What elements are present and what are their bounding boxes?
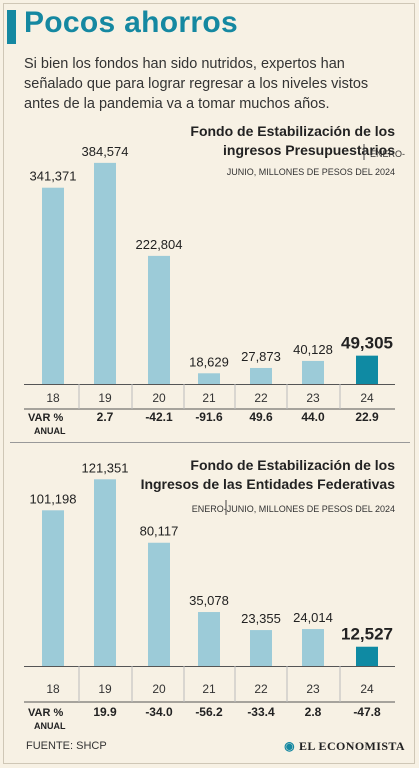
category-tick-label: 21: [202, 391, 216, 405]
chart-title-line: Fondo de Estabilización de los: [190, 123, 395, 139]
chart-title-line: Ingresos de las Entidades Federativas: [141, 476, 396, 492]
bar-value-label: 18,629: [189, 354, 229, 369]
category-tick-label: 24: [360, 391, 374, 405]
chart-title-line: Fondo de Estabilización de los: [190, 457, 395, 473]
bar-value-label: 101,198: [30, 491, 77, 506]
bar: [302, 629, 324, 666]
chart-subtitle-line: JUNIO, MILLONES DE PESOS DEL 2024: [227, 167, 395, 177]
chart-subtitle-line: ENERO-JUNIO, MILLONES DE PESOS DEL 2024: [192, 504, 395, 514]
var-value: 19.9: [93, 705, 117, 719]
category-tick-label: 20: [152, 682, 166, 696]
var-value: -34.0: [145, 705, 173, 719]
bar-value-label: 27,873: [241, 349, 281, 364]
var-row-label: VAR %: [28, 412, 63, 424]
page-title: Pocos ahorros: [24, 6, 238, 39]
chart-svg: Fondo de Estabilización de los ingresos P…: [24, 123, 405, 436]
bar-value-label: 384,574: [82, 144, 129, 159]
intro-text: Si bien los fondos han sido nutridos, ex…: [24, 56, 369, 112]
bar-value-label: 12,527: [341, 625, 393, 644]
category-tick-label: 23: [306, 391, 320, 405]
chart-entidades-federativas: Fondo de Estabilización de los Ingresos d…: [0, 452, 419, 737]
var-row-label: VAR %: [28, 707, 63, 719]
bar: [198, 612, 220, 666]
logo-icon: ◉: [284, 739, 295, 753]
bar: [250, 367, 272, 384]
bar: [302, 360, 324, 384]
var-value: 2.7: [97, 410, 114, 424]
var-row-label: ANUAL: [34, 426, 66, 436]
chart-presupuestarios: Fondo de Estabilización de los ingresos P…: [0, 118, 419, 438]
category-tick-label: 23: [306, 682, 320, 696]
bar: [94, 162, 116, 384]
infographic-frame: [3, 3, 415, 764]
bar-value-label: 341,371: [30, 169, 77, 184]
bar-value-label: 80,117: [140, 524, 179, 539]
var-row-label: ANUAL: [34, 721, 66, 731]
category-tick-label: 21: [202, 682, 216, 696]
bar-value-label: 24,014: [293, 610, 333, 625]
bar: [148, 255, 170, 384]
var-value: -47.8: [353, 705, 381, 719]
bar: [148, 542, 170, 666]
brand-logo: ◉ EL ECONOMISTA: [284, 739, 405, 754]
category-tick-label: 19: [98, 682, 112, 696]
var-value: -42.1: [145, 410, 173, 424]
var-value: -56.2: [195, 705, 223, 719]
category-tick-label: 20: [152, 391, 166, 405]
bar: [356, 646, 378, 666]
bar: [94, 479, 116, 666]
var-value: 2.8: [305, 705, 322, 719]
bar: [356, 355, 378, 384]
bar-value-label: 23,355: [241, 611, 281, 626]
title-accent-bar: [7, 10, 16, 44]
bar-value-label: 121,351: [82, 460, 129, 475]
section-divider: [10, 442, 410, 443]
chart-title-line: ingresos Presupuestarios: [223, 142, 395, 158]
var-value: 44.0: [301, 410, 325, 424]
category-tick-label: 22: [254, 682, 268, 696]
bar: [42, 187, 64, 384]
bar-value-label: 35,078: [189, 593, 229, 608]
var-value: -91.6: [195, 410, 223, 424]
bar: [250, 630, 272, 666]
category-tick-label: 19: [98, 391, 112, 405]
bar-value-label: 40,128: [293, 342, 333, 357]
bar: [42, 510, 64, 666]
var-value: 22.9: [355, 410, 379, 424]
source-note: FUENTE: SHCP: [26, 740, 107, 752]
brand-name: EL ECONOMISTA: [299, 739, 405, 753]
var-value: -33.4: [247, 705, 275, 719]
bar-value-label: 222,804: [136, 237, 183, 252]
var-value: 49.6: [249, 410, 273, 424]
category-tick-label: 24: [360, 682, 374, 696]
category-tick-label: 18: [46, 682, 60, 696]
chart-svg: Fondo de Estabilización de los Ingresos d…: [24, 457, 396, 731]
bar: [198, 373, 220, 384]
chart-subtitle-line: ENERO-: [370, 149, 405, 159]
category-tick-label: 18: [46, 391, 60, 405]
bar-value-label: 49,305: [341, 334, 393, 353]
category-tick-label: 22: [254, 391, 268, 405]
